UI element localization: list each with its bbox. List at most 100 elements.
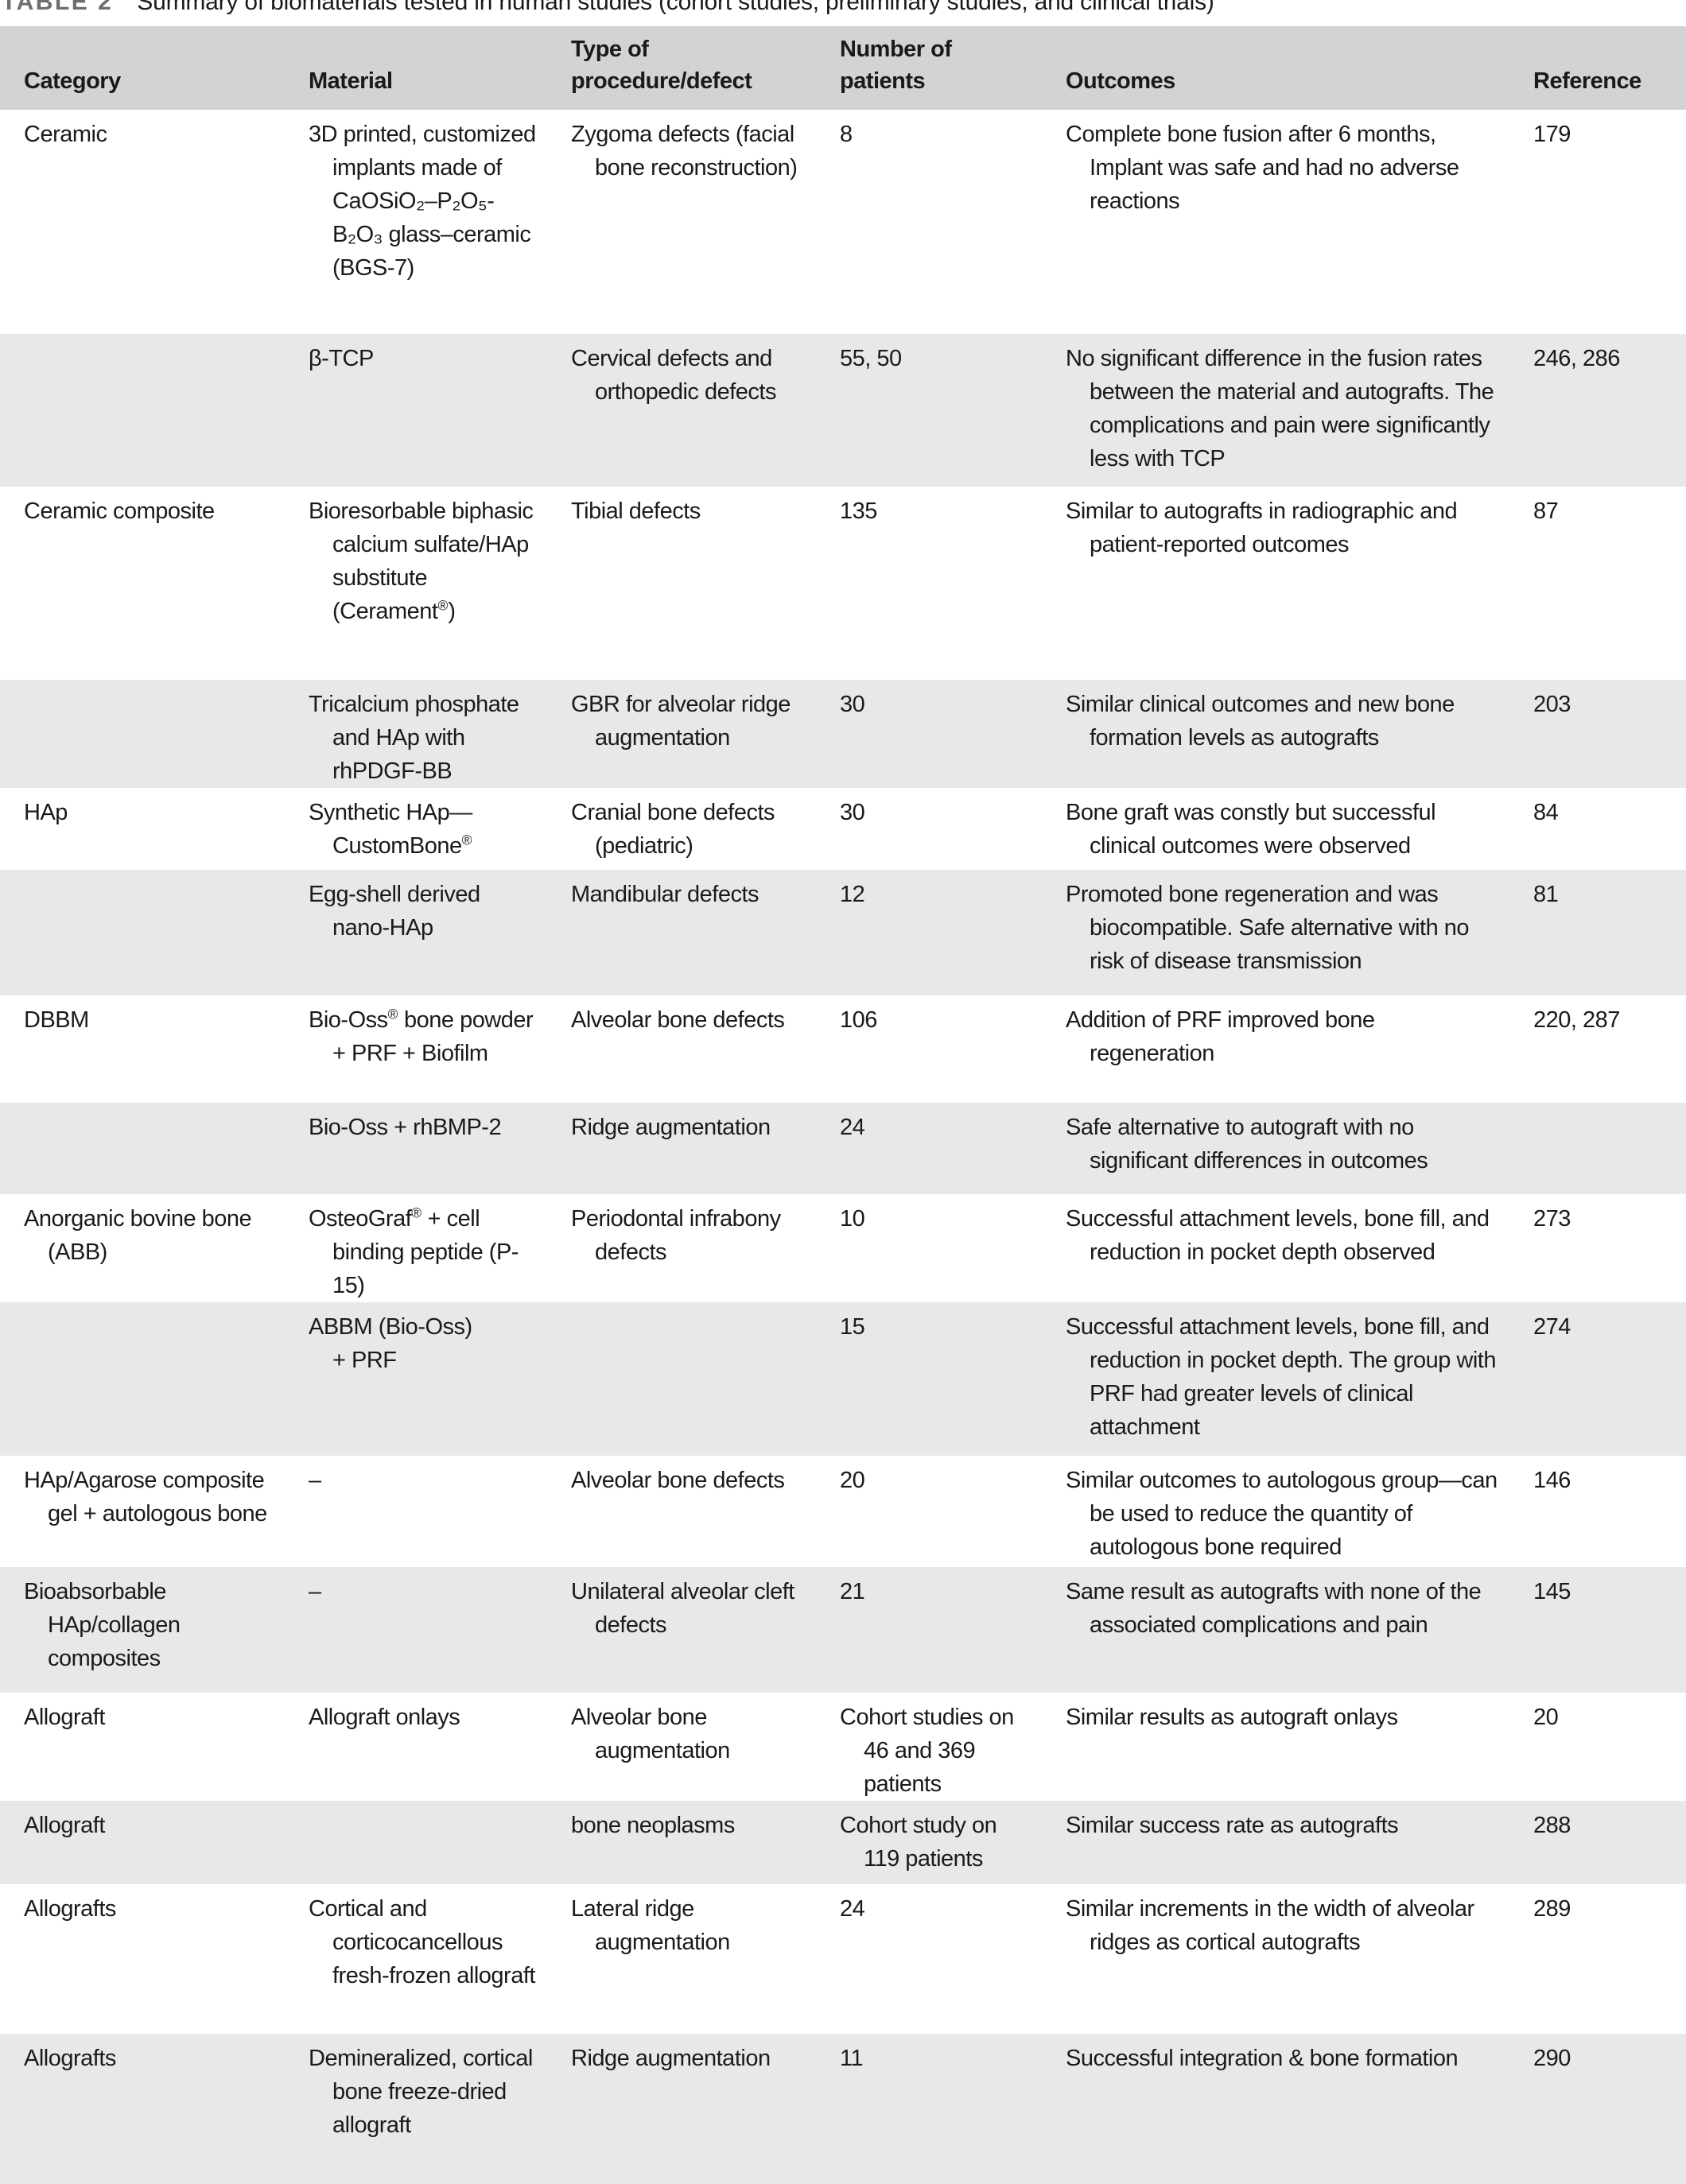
table-row: Bioabsorbable HAp/collagen composites – Un…: [0, 1567, 1686, 1693]
cell-category: Ceramic: [24, 122, 107, 147]
table-row: DBBM Bio-Oss® bone powder + PRF + Biofilm…: [0, 995, 1686, 1103]
col-header-outcomes: Outcomes: [1042, 26, 1509, 110]
table-body: Ceramic 3D printed, customized implants m…: [0, 110, 1686, 2184]
table-row: β-TCP Cervical defects and orthopedic def…: [0, 334, 1686, 487]
cell-category: [0, 680, 285, 788]
cell-procedure: Zygoma defects (facial bone reconstructi…: [571, 122, 798, 180]
cell-patients: 30: [816, 680, 1042, 788]
cell-reference: 288: [1509, 1801, 1686, 1884]
cell-material: Synthetic HAp—CustomBone®: [309, 800, 472, 859]
cell-category: Allograft: [0, 1801, 285, 1884]
table-caption-line: TABLE 2 Summary of biomaterials tested in…: [2, 0, 1214, 16]
cell-category: Anorganic bovine bone (ABB): [24, 1206, 252, 1265]
table-row: Allograft bone neoplasms Cohort study on 1…: [0, 1801, 1686, 1884]
col-header-material: Material: [285, 26, 547, 110]
cell-reference: 220, 287: [1533, 1007, 1620, 1033]
cell-reference: 273: [1533, 1206, 1571, 1232]
header-row: Category Material Type of procedure/defe…: [0, 26, 1686, 110]
table-row: Egg-shell derived nano-HAp Mandibular def…: [0, 870, 1686, 995]
cell-outcomes: Similar results as autograft onlays: [1066, 1705, 1398, 1730]
cell-material: Demineralized, cortical bone freeze-drie…: [285, 2034, 547, 2184]
table-row: Ceramic 3D printed, customized implants m…: [0, 110, 1686, 334]
cell-category: Ceramic composite: [24, 498, 215, 524]
cell-reference: 274: [1509, 1302, 1686, 1456]
cell-outcomes: No significant difference in the fusion …: [1042, 334, 1509, 487]
cell-category: DBBM: [24, 1007, 89, 1033]
cell-procedure: Alveolar bone defects: [571, 1007, 785, 1033]
cell-material: Allograft onlays: [309, 1705, 460, 1730]
col-header-reference: Reference: [1509, 26, 1686, 110]
cell-patients: Cohort studies on 46 and 369 patients: [840, 1705, 1014, 1797]
cell-procedure: Cranial bone defects (pediatric): [571, 800, 775, 859]
table-row: Allograft Allograft onlays Alveolar bone a…: [0, 1693, 1686, 1801]
cell-reference: 20: [1533, 1705, 1559, 1730]
cell-procedure: Periodontal infrabony defects: [571, 1206, 781, 1265]
cell-material: Bio-Oss + rhBMP-2: [285, 1103, 547, 1194]
cell-reference: 179: [1533, 122, 1571, 147]
cell-category: HAp/Agarose composite gel + autologous b…: [24, 1468, 267, 1526]
cell-category: [0, 1103, 285, 1194]
cell-patients: 8: [840, 122, 853, 147]
cell-patients: 11: [816, 2034, 1042, 2184]
cell-patients: 135: [840, 498, 877, 524]
cell-outcomes: Complete bone fusion after 6 months, Imp…: [1066, 122, 1459, 214]
cell-material: –: [285, 1567, 547, 1693]
cell-outcomes: Similar outcomes to autologous group—can…: [1066, 1468, 1498, 1560]
cell-patients: 30: [840, 800, 865, 825]
cell-patients: 106: [840, 1007, 877, 1033]
cell-material: 3D printed, customized implants made of …: [309, 122, 536, 281]
cell-material: Bio-Oss® bone powder + PRF + Biofilm: [309, 1006, 534, 1066]
cell-outcomes: Safe alternative to autograft with no si…: [1042, 1103, 1509, 1194]
cell-procedure: Ridge augmentation: [547, 2034, 816, 2184]
table-row: Allografts Cortical and corticocancellous…: [0, 1884, 1686, 2034]
cell-reference: 246, 286: [1509, 334, 1686, 487]
cell-procedure: Ridge augmentation: [547, 1103, 816, 1194]
cell-procedure: [547, 1302, 816, 1456]
cell-patients: 12: [816, 870, 1042, 995]
col-header-procedure: Type of procedure/defect: [547, 26, 816, 110]
cell-outcomes: Successful attachment levels, bone fill,…: [1066, 1206, 1490, 1265]
cell-outcomes: Bone graft was constly but successful cl…: [1066, 800, 1436, 859]
cell-reference: 145: [1509, 1567, 1686, 1693]
cell-reference: 203: [1509, 680, 1686, 788]
cell-patients: Cohort study on 119 patients: [816, 1801, 1042, 1884]
cell-outcomes: Similar clinical outcomes and new bone f…: [1042, 680, 1509, 788]
cell-material: ABBM (Bio-Oss) + PRF: [285, 1302, 547, 1456]
cell-patients: 20: [840, 1468, 865, 1493]
table-row: Anorganic bovine bone (ABB) OsteoGraf® + …: [0, 1194, 1686, 1302]
cell-category: HAp: [24, 800, 68, 825]
cell-procedure: Alveolar bone defects: [571, 1468, 785, 1493]
cell-procedure: Tibial defects: [571, 498, 701, 524]
cell-outcomes: Similar to autografts in radiographic an…: [1066, 498, 1458, 557]
table-row: ABBM (Bio-Oss) + PRF 15 Successful attachm…: [0, 1302, 1686, 1456]
cell-outcomes: Successful attachment levels, bone fill,…: [1042, 1302, 1509, 1456]
cell-category: Allograft: [24, 1705, 105, 1730]
table-row: HAp/Agarose composite gel + autologous b…: [0, 1456, 1686, 1567]
cell-outcomes: Same result as autografts with none of t…: [1042, 1567, 1509, 1693]
cell-procedure: Mandibular defects: [547, 870, 816, 995]
cell-procedure: bone neoplasms: [547, 1801, 816, 1884]
cell-reference: 146: [1533, 1468, 1571, 1493]
cell-category: [0, 1302, 285, 1456]
cell-outcomes: Successful integration & bone formation: [1042, 2034, 1509, 2184]
cell-patients: 24: [840, 1896, 865, 1922]
cell-reference: 84: [1533, 800, 1559, 825]
table-caption: TABLE 2 Summary of biomaterials tested in…: [0, 0, 1686, 26]
cell-patients: 15: [816, 1302, 1042, 1456]
cell-material: β-TCP: [285, 334, 547, 487]
col-header-category: Category: [0, 26, 285, 110]
col-header-patients: Number of patients: [816, 26, 1042, 110]
cell-outcomes: Similar increments in the width of alveo…: [1066, 1896, 1474, 1955]
cell-patients: 55, 50: [816, 334, 1042, 487]
table-row: Allografts Demineralized, cortical bone f…: [0, 2034, 1686, 2184]
cell-reference: 81: [1509, 870, 1686, 995]
cell-outcomes: Promoted bone regeneration and was bioco…: [1042, 870, 1509, 995]
cell-procedure: Alveolar bone augmentation: [571, 1705, 730, 1763]
cell-material: Egg-shell derived nano-HAp: [285, 870, 547, 995]
cell-category: [0, 334, 285, 487]
cell-category: Allografts: [0, 2034, 285, 2184]
cell-reference: 87: [1533, 498, 1559, 524]
cell-patients: 10: [840, 1206, 865, 1232]
cell-material: [285, 1801, 547, 1884]
cell-patients: 24: [816, 1103, 1042, 1194]
